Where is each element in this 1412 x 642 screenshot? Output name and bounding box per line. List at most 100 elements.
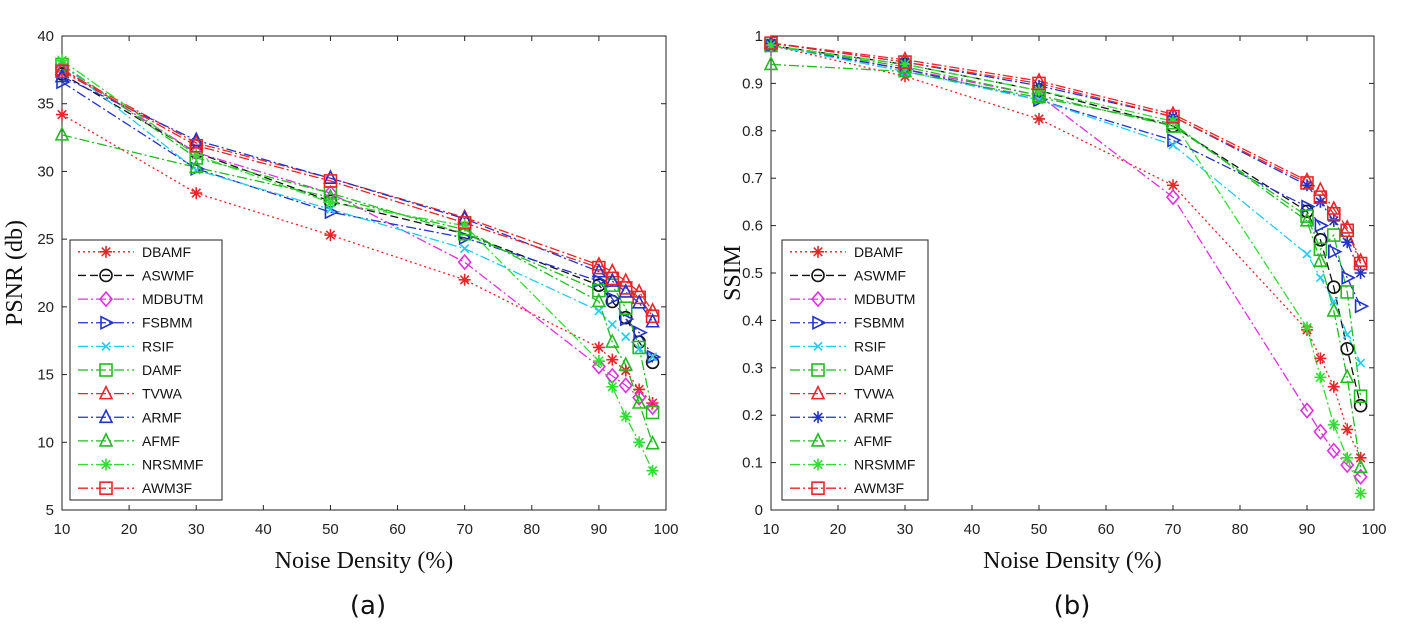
x-tick-label: 40 <box>255 521 272 538</box>
legend-marker <box>810 290 826 308</box>
data-point <box>631 294 647 309</box>
series-line-afmf <box>61 134 654 444</box>
legend: DBAMF ASWMF MDBUTM FSBMM RSIF DAMF TVWA ARMF AFM… <box>69 239 223 501</box>
data-point <box>1353 468 1368 486</box>
series-group <box>763 34 1370 500</box>
legend-marker <box>98 290 114 308</box>
y-tick-label: 0.7 <box>742 170 763 187</box>
data-point <box>1341 236 1354 249</box>
legend-label: ASWMF <box>142 267 194 283</box>
legend-label: RSIF <box>854 338 886 354</box>
legend-marker <box>810 384 826 400</box>
x-axis-label: Noise Density (%) <box>983 548 1162 574</box>
series-line-damf <box>770 44 1362 397</box>
y-tick-label: 0.3 <box>742 360 763 377</box>
legend-marker <box>100 245 112 258</box>
data-point <box>460 244 470 254</box>
data-point <box>1354 298 1370 314</box>
data-point <box>1313 233 1328 247</box>
legend-marker <box>101 341 111 351</box>
data-point <box>645 312 660 328</box>
data-point <box>1341 423 1354 436</box>
x-tick-label: 40 <box>964 521 981 538</box>
data-point <box>1340 456 1355 474</box>
data-point <box>54 61 70 76</box>
x-tick-label: 30 <box>897 521 914 538</box>
data-point <box>1031 88 1047 104</box>
data-point <box>1313 181 1328 196</box>
data-point <box>631 394 647 409</box>
legend-marker <box>812 245 824 258</box>
legend-item: FSBMM <box>78 315 193 331</box>
data-point <box>1033 112 1045 125</box>
panel-caption: (a) <box>350 591 386 621</box>
x-tick-label: 50 <box>1031 521 1048 538</box>
legend-item: AFMF <box>78 432 180 449</box>
x-tick-label: 70 <box>1165 521 1182 538</box>
series-group <box>54 54 662 477</box>
data-point <box>606 380 619 393</box>
series-line-mdbutm <box>770 44 1362 478</box>
legend-label: NRSMMF <box>854 457 915 473</box>
y-tick-label: 5 <box>46 502 54 519</box>
legend-item: ARMF <box>790 409 894 425</box>
x-axis: 10 20 30 40 50 60 70 80 90 100 <box>54 36 679 538</box>
data-point <box>1314 218 1330 233</box>
legend-label: DBAMF <box>854 244 903 260</box>
legend-label: FSBMM <box>854 315 905 331</box>
data-point <box>634 344 644 354</box>
data-point <box>618 301 633 316</box>
data-point <box>1300 209 1314 223</box>
data-point <box>1313 252 1328 267</box>
data-point <box>1299 212 1315 227</box>
y-tick-label: 35 <box>37 96 54 113</box>
legend-label: AWM3F <box>142 480 192 496</box>
data-point <box>1353 458 1368 474</box>
data-point <box>645 398 660 416</box>
panel-b: 10 20 30 40 50 60 70 80 90 100 0 0.1 0.2 0.3 0.4 0.5 0.6… <box>720 28 1387 621</box>
legend-item: ARMF <box>78 408 182 425</box>
data-point <box>1340 223 1354 238</box>
legend-label: DAMF <box>854 362 894 378</box>
legend-label: RSIF <box>142 338 174 354</box>
data-point <box>324 196 337 209</box>
data-point <box>1302 249 1312 259</box>
data-point <box>1166 109 1180 124</box>
data-point <box>899 58 911 71</box>
data-point <box>1341 270 1356 286</box>
series-markers-nrsmmf <box>56 54 659 477</box>
data-point <box>1313 190 1328 204</box>
data-point <box>188 134 204 149</box>
y-axis-label: PSNR (db) <box>2 220 28 326</box>
legend-item: AWM3F <box>790 480 904 496</box>
data-point <box>1327 206 1341 221</box>
data-point <box>1327 418 1340 431</box>
data-point <box>632 290 646 305</box>
data-point <box>765 39 777 52</box>
data-point <box>1342 330 1352 340</box>
series-line-afmf <box>770 63 1362 468</box>
legend-marker <box>813 341 823 351</box>
data-point <box>618 283 634 298</box>
legend-marker <box>811 268 825 283</box>
legend-item: DBAMF <box>790 244 903 260</box>
legend-label: DAMF <box>142 362 182 378</box>
data-point <box>1340 342 1354 356</box>
data-point <box>621 332 631 342</box>
data-point <box>1165 188 1181 206</box>
data-point <box>591 262 607 278</box>
x-tick-label: 60 <box>1098 521 1115 538</box>
y-tick-label: 0 <box>755 502 763 519</box>
data-point <box>607 319 617 330</box>
legend-marker <box>811 481 825 495</box>
data-point <box>592 355 605 368</box>
data-point <box>323 169 338 184</box>
data-point <box>632 389 647 406</box>
legend-label: MDBUTM <box>854 291 915 307</box>
legend-item: DAMF <box>790 362 894 378</box>
x-tick-label: 70 <box>456 521 473 538</box>
legend-item: MDBUTM <box>790 290 915 308</box>
data-point <box>55 64 69 79</box>
data-point <box>633 325 648 340</box>
data-point <box>457 253 472 271</box>
